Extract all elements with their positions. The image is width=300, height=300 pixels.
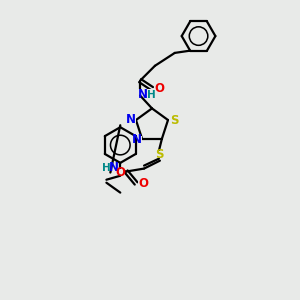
Text: N: N [132,133,142,146]
FancyBboxPatch shape [154,151,164,159]
FancyBboxPatch shape [169,116,179,124]
FancyBboxPatch shape [138,179,148,188]
FancyBboxPatch shape [98,163,118,172]
Text: H: H [102,163,111,172]
FancyBboxPatch shape [126,115,136,123]
Text: O: O [115,166,125,179]
Text: N: N [126,112,136,125]
FancyBboxPatch shape [132,136,142,144]
Text: S: S [170,113,178,127]
FancyBboxPatch shape [154,85,164,92]
FancyBboxPatch shape [136,88,154,98]
Text: H: H [147,89,155,100]
Text: O: O [138,177,148,190]
Text: S: S [155,148,163,161]
Text: N: N [138,88,148,101]
Text: N: N [109,161,119,174]
FancyBboxPatch shape [115,169,125,177]
Text: O: O [154,82,164,95]
